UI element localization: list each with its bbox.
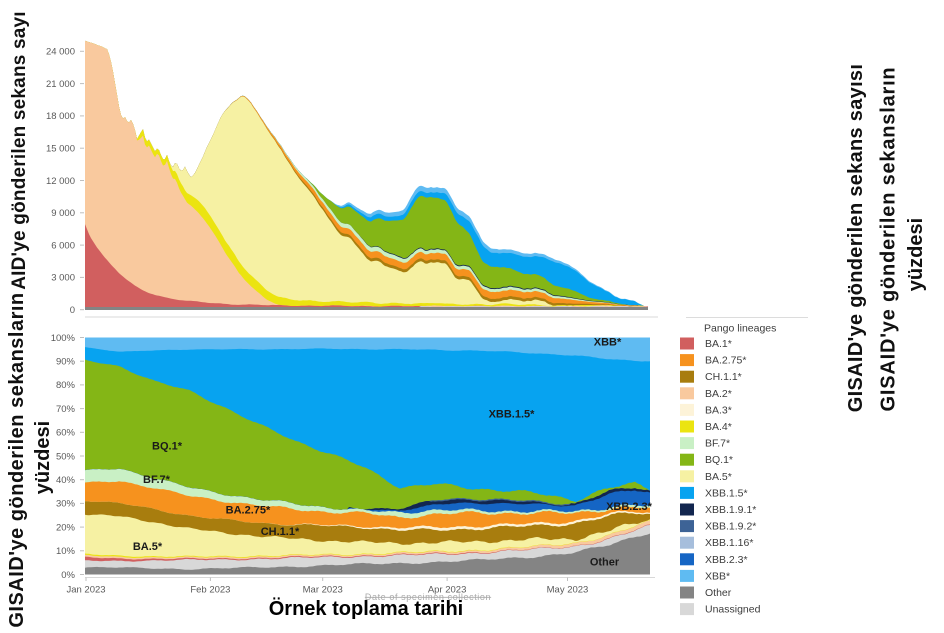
svg-text:May 2023: May 2023 (547, 585, 589, 596)
svg-text:20%: 20% (56, 522, 76, 533)
svg-text:24 000: 24 000 (46, 47, 75, 58)
svg-text:BA.2.75*: BA.2.75* (226, 505, 271, 517)
svg-text:BQ.1*: BQ.1* (152, 441, 183, 453)
svg-text:Other: Other (590, 556, 620, 568)
svg-text:18 000: 18 000 (46, 111, 75, 122)
svg-text:BA.5*: BA.5* (133, 541, 163, 553)
svg-text:XBB*: XBB* (594, 337, 622, 349)
svg-text:XBB.1.9.2*: XBB.1.9.2* (705, 521, 756, 533)
svg-text:15 000: 15 000 (46, 144, 75, 155)
svg-text:3 000: 3 000 (51, 273, 75, 284)
svg-text:BA.5*: BA.5* (705, 471, 732, 483)
svg-text:Other: Other (705, 587, 732, 599)
svg-text:XBB*: XBB* (705, 570, 730, 582)
svg-text:12 000: 12 000 (46, 176, 75, 187)
svg-text:0: 0 (70, 305, 75, 316)
svg-text:40%: 40% (56, 475, 76, 486)
svg-text:Feb 2023: Feb 2023 (190, 585, 230, 596)
svg-text:90%: 90% (56, 357, 76, 368)
svg-text:XBB.1.16*: XBB.1.16* (705, 537, 753, 549)
svg-text:GISAID'ye gönderilen sekanslar: GISAID'ye gönderilen sekansların (6, 292, 28, 627)
svg-text:BA.4*: BA.4* (705, 421, 732, 433)
svg-text:XBB.1.5*: XBB.1.5* (489, 409, 536, 421)
svg-text:BA.2*: BA.2* (705, 388, 732, 400)
svg-text:XBB.1.9.1*: XBB.1.9.1* (705, 504, 756, 516)
svg-text:BA.1*: BA.1* (705, 338, 732, 350)
svg-text:50%: 50% (56, 451, 76, 462)
svg-text:0%: 0% (61, 570, 75, 581)
svg-text:CH.1.1*: CH.1.1* (705, 371, 742, 383)
svg-text:BQ.1*: BQ.1* (705, 454, 733, 466)
svg-text:BA.3*: BA.3* (705, 404, 732, 416)
svg-text:Jan 2023: Jan 2023 (66, 585, 105, 596)
svg-text:yüzdesi: yüzdesi (32, 421, 54, 494)
svg-text:21 000: 21 000 (46, 79, 75, 90)
svg-text:BF.7*: BF.7* (705, 438, 730, 450)
svg-text:10%: 10% (56, 546, 76, 557)
svg-text:Apr 2023: Apr 2023 (428, 585, 467, 596)
svg-text:CH.1.1*: CH.1.1* (261, 526, 300, 538)
svg-text:9 000: 9 000 (51, 208, 75, 219)
svg-text:XBB.1.5*: XBB.1.5* (705, 487, 748, 499)
svg-text:XBB.2.3*: XBB.2.3* (705, 554, 748, 566)
svg-text:Unassigned: Unassigned (705, 604, 761, 616)
svg-text:GISAID'ye gönderilen sekanslar: GISAID'ye gönderilen sekansların (878, 67, 900, 412)
svg-text:6 000: 6 000 (51, 240, 75, 251)
svg-text:80%: 80% (56, 380, 76, 391)
svg-text:Pango lineages: Pango lineages (704, 323, 776, 335)
svg-text:AID'ye gönderilen sekans sayı: AID'ye gönderilen sekans sayı (9, 11, 30, 290)
svg-text:BF.7*: BF.7* (143, 474, 171, 486)
svg-text:Date of specimen collection: Date of specimen collection (365, 592, 491, 602)
svg-text:yüzdesi: yüzdesi (905, 218, 927, 291)
svg-text:Mar 2023: Mar 2023 (303, 585, 343, 596)
svg-text:BA.2.75*: BA.2.75* (705, 355, 746, 367)
svg-text:60%: 60% (56, 428, 76, 439)
svg-text:100%: 100% (51, 333, 76, 344)
svg-text:GISAID'ye gönderilen sekans sa: GISAID'ye gönderilen sekans sayısı (845, 64, 867, 412)
svg-text:Örnek toplama tarihi: Örnek toplama tarihi (269, 597, 464, 620)
svg-text:70%: 70% (56, 404, 76, 415)
svg-text:XBB.2.3*: XBB.2.3* (606, 501, 653, 513)
svg-text:30%: 30% (56, 499, 76, 510)
